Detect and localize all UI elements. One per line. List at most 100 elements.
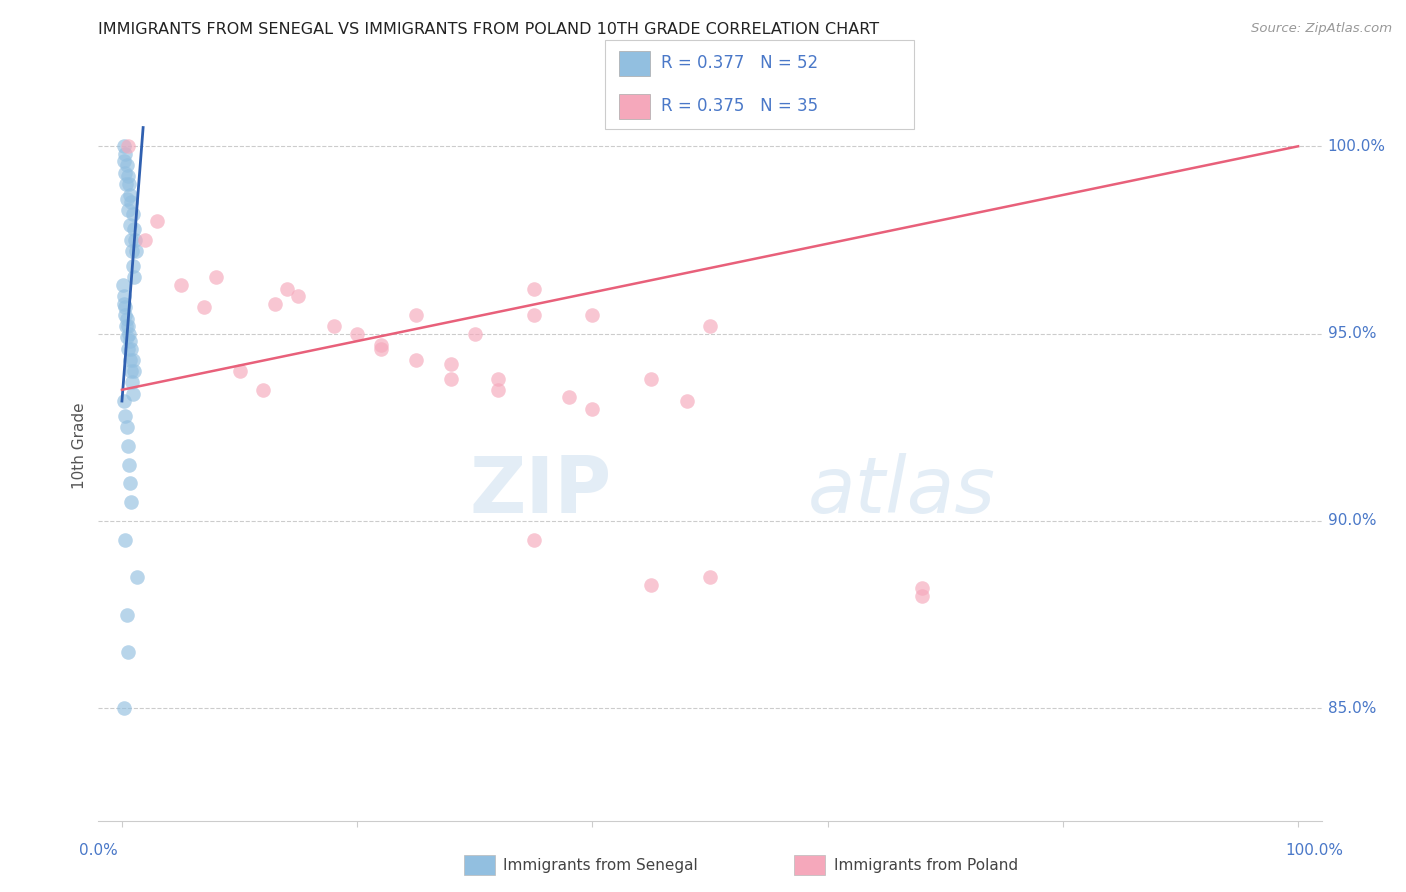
Point: [699, 570, 721, 584]
Point: [118, 326, 141, 341]
Text: 100.0%: 100.0%: [1327, 139, 1386, 153]
Point: [114, 533, 136, 547]
Point: [112, 296, 135, 310]
Point: [117, 645, 139, 659]
Text: 85.0%: 85.0%: [1327, 701, 1376, 715]
Point: [523, 533, 546, 547]
Point: [117, 439, 139, 453]
Point: [125, 244, 148, 259]
Point: [675, 394, 697, 409]
Point: [121, 244, 143, 259]
Point: [112, 289, 135, 303]
Point: [114, 308, 136, 322]
Text: 100.0%: 100.0%: [1285, 843, 1344, 858]
Point: [370, 342, 392, 356]
Point: [120, 495, 142, 509]
Y-axis label: 10th Grade: 10th Grade: [72, 402, 87, 490]
Point: [640, 371, 662, 385]
Point: [112, 394, 135, 409]
Text: 0.0%: 0.0%: [79, 843, 118, 858]
Point: [287, 289, 309, 303]
Point: [122, 364, 145, 378]
Point: [263, 296, 285, 310]
Point: [118, 218, 141, 232]
Point: [581, 308, 603, 322]
Point: [115, 158, 138, 172]
Point: [440, 371, 463, 385]
Point: [486, 371, 509, 385]
Point: [118, 177, 141, 191]
Point: [121, 376, 143, 390]
Point: [911, 582, 934, 596]
Point: [115, 311, 138, 326]
Point: [114, 146, 136, 161]
Text: R = 0.377   N = 52: R = 0.377 N = 52: [661, 54, 818, 72]
Point: [120, 233, 142, 247]
Point: [112, 154, 135, 169]
Point: [486, 383, 509, 397]
Point: [117, 139, 139, 153]
Point: [118, 352, 141, 367]
Point: [121, 207, 143, 221]
Point: [117, 319, 139, 334]
Point: [122, 221, 145, 235]
Point: [346, 326, 368, 341]
Point: [122, 259, 145, 273]
Point: [581, 401, 603, 416]
Point: [127, 570, 149, 584]
Point: [121, 352, 143, 367]
Point: [117, 342, 139, 356]
Point: [170, 277, 193, 292]
Point: [464, 326, 486, 341]
Point: [120, 342, 142, 356]
Point: [120, 334, 142, 348]
Point: [122, 386, 145, 401]
Text: IMMIGRANTS FROM SENEGAL VS IMMIGRANTS FROM POLAND 10TH GRADE CORRELATION CHART: IMMIGRANTS FROM SENEGAL VS IMMIGRANTS FR…: [98, 22, 880, 37]
Point: [405, 352, 427, 367]
Point: [117, 202, 139, 217]
Point: [523, 282, 546, 296]
Point: [911, 589, 934, 603]
Point: [370, 338, 392, 352]
Point: [115, 177, 138, 191]
Point: [405, 308, 427, 322]
Point: [252, 383, 274, 397]
Point: [115, 607, 138, 622]
Point: [114, 165, 136, 179]
Point: [112, 139, 135, 153]
Point: [114, 409, 136, 423]
Point: [112, 277, 135, 292]
Text: Source: ZipAtlas.com: Source: ZipAtlas.com: [1251, 22, 1392, 36]
Point: [115, 330, 138, 344]
Point: [114, 301, 136, 315]
Point: [115, 319, 138, 334]
Point: [699, 319, 721, 334]
Point: [115, 192, 138, 206]
Text: atlas: atlas: [808, 453, 995, 529]
Point: [523, 308, 546, 322]
Point: [558, 390, 581, 404]
Text: 90.0%: 90.0%: [1327, 514, 1376, 528]
Point: [120, 476, 142, 491]
Point: [112, 701, 135, 715]
Point: [440, 357, 463, 371]
Text: Immigrants from Poland: Immigrants from Poland: [834, 858, 1018, 872]
Text: 95.0%: 95.0%: [1327, 326, 1376, 341]
Point: [124, 270, 146, 285]
Point: [120, 195, 142, 210]
Point: [193, 301, 215, 315]
Text: R = 0.375   N = 35: R = 0.375 N = 35: [661, 97, 818, 115]
Point: [115, 420, 138, 434]
Point: [322, 319, 344, 334]
Point: [276, 282, 298, 296]
Text: Immigrants from Senegal: Immigrants from Senegal: [503, 858, 699, 872]
Point: [205, 270, 228, 285]
Point: [117, 169, 139, 184]
Point: [134, 233, 156, 247]
Text: ZIP: ZIP: [470, 453, 612, 529]
Point: [640, 577, 662, 591]
Point: [228, 364, 250, 378]
Point: [118, 458, 141, 472]
Point: [120, 364, 142, 378]
Point: [124, 233, 146, 247]
